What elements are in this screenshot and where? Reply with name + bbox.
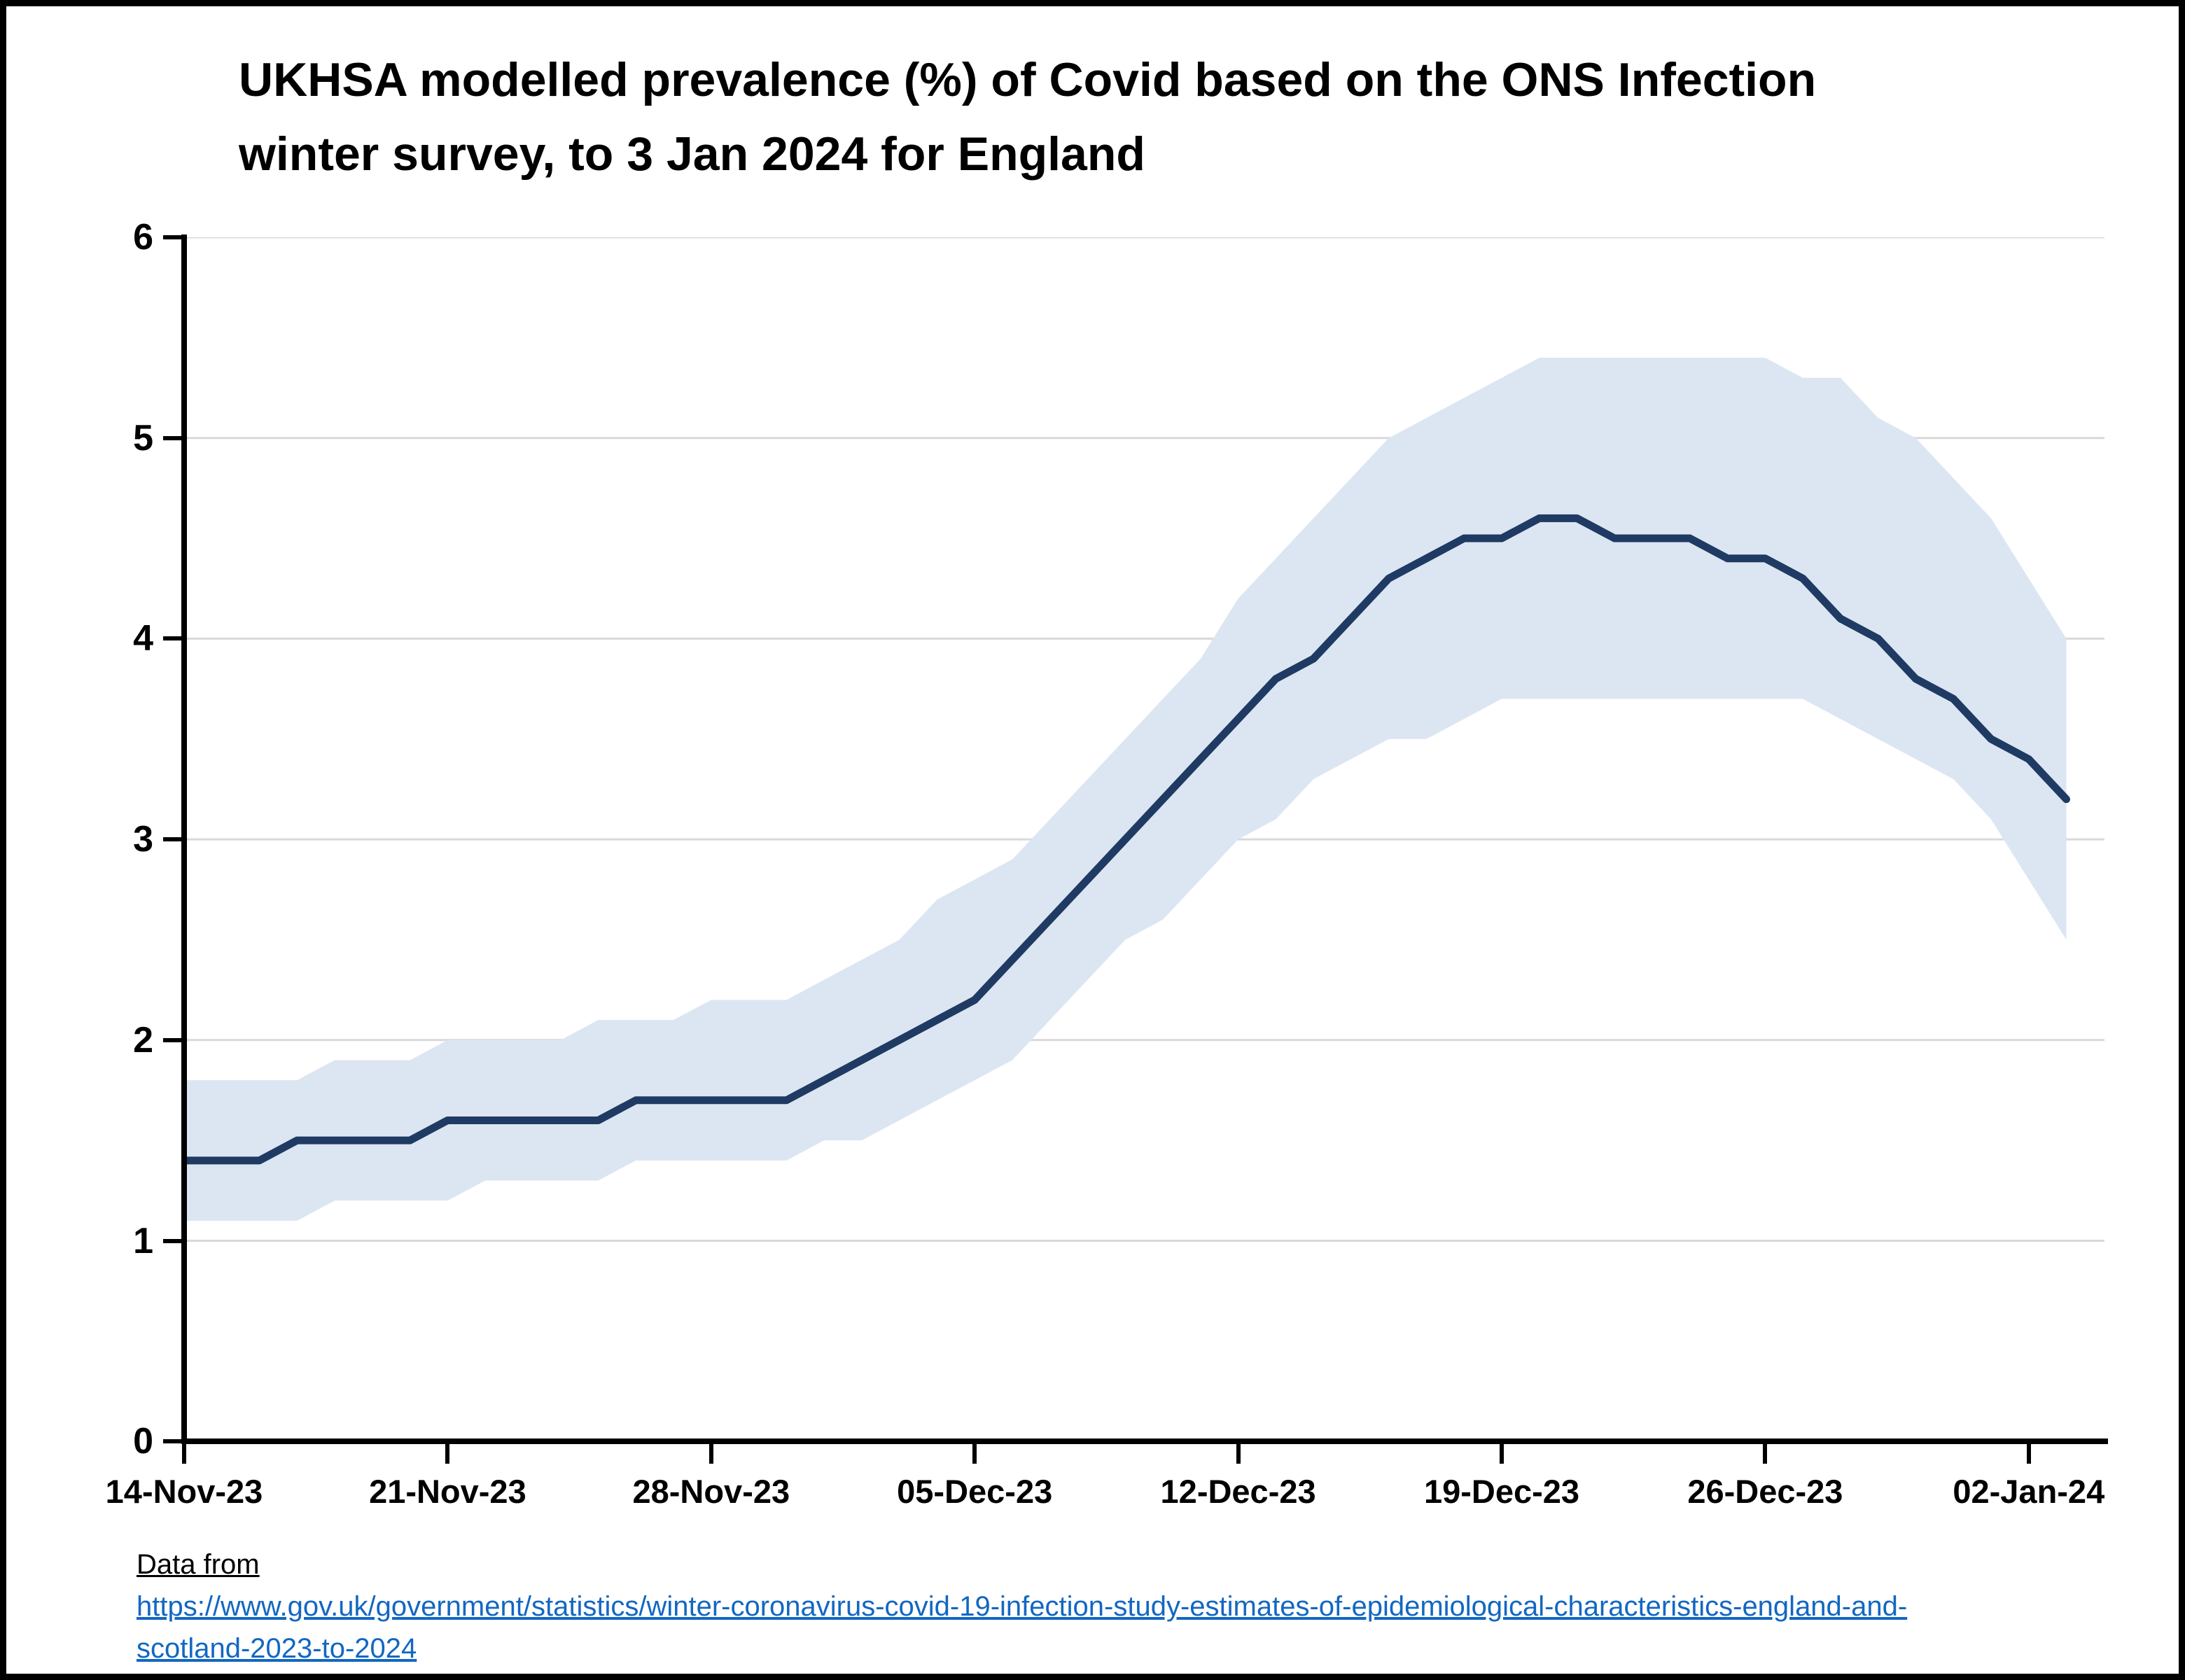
y-tick-label: 1 xyxy=(133,1220,153,1261)
x-axis-tick xyxy=(182,1444,186,1464)
source-label: Data from xyxy=(137,1549,260,1580)
x-axis xyxy=(181,1438,2108,1444)
chart-title-line1: UKHSA modelled prevalence (%) of Covid b… xyxy=(239,53,1817,106)
confidence-band xyxy=(184,358,2067,1221)
y-tick-label: 0 xyxy=(133,1421,153,1462)
prevalence-chart-plot xyxy=(184,237,2104,1242)
x-axis-tick xyxy=(1763,1444,1768,1464)
footer: Data from https://www.gov.uk/government/… xyxy=(137,1544,1907,1670)
y-axis-tick xyxy=(163,235,184,239)
x-axis-tick xyxy=(1500,1444,1504,1464)
x-axis-tick xyxy=(972,1444,977,1464)
y-axis-tick xyxy=(163,837,184,842)
source-link-line2: scotland-2023-to-2024 xyxy=(137,1633,417,1664)
y-axis-tick xyxy=(163,1439,184,1444)
y-axis-tick xyxy=(163,1037,184,1042)
y-tick-label: 2 xyxy=(133,1019,153,1060)
source-link[interactable]: https://www.gov.uk/government/statistics… xyxy=(137,1586,1907,1670)
y-axis-tick xyxy=(163,636,184,641)
y-axis xyxy=(181,234,187,1444)
x-tick-label: 02-Jan-24 xyxy=(1953,1473,2105,1510)
x-tick-label: 21-Nov-23 xyxy=(369,1473,526,1510)
y-tick-label: 4 xyxy=(133,618,153,659)
x-tick-label: 19-Dec-23 xyxy=(1423,1473,1580,1510)
x-axis-tick xyxy=(708,1444,713,1464)
x-axis-tick xyxy=(445,1444,450,1464)
chart-title-line2: winter survey, to 3 Jan 2024 for England xyxy=(239,127,1145,181)
x-axis-tick xyxy=(2026,1444,2031,1464)
x-axis-tick xyxy=(1236,1444,1241,1464)
plot-area: 0 1 2 3 4 5 6 14-Nov-23 21-Nov-23 28-Nov-23 05-Dec… xyxy=(6,6,2179,1674)
y-tick-label: 3 xyxy=(133,819,153,860)
prevalence-line xyxy=(184,514,2070,1165)
x-tick-label: 26-Dec-23 xyxy=(1687,1473,1843,1510)
y-tick-label: 6 xyxy=(133,217,153,258)
source-link-line1: https://www.gov.uk/government/statistics… xyxy=(137,1591,1908,1622)
y-axis-tick xyxy=(163,1238,184,1243)
x-tick-label: 28-Nov-23 xyxy=(632,1473,790,1510)
x-tick-label: 14-Nov-23 xyxy=(105,1473,263,1510)
x-tick-label: 12-Dec-23 xyxy=(1160,1473,1316,1510)
x-tick-label: 05-Dec-23 xyxy=(897,1473,1053,1510)
y-axis-tick xyxy=(163,435,184,440)
chart-title: UKHSA modelled prevalence (%) of Covid b… xyxy=(239,43,1816,191)
y-tick-label: 5 xyxy=(133,417,153,458)
